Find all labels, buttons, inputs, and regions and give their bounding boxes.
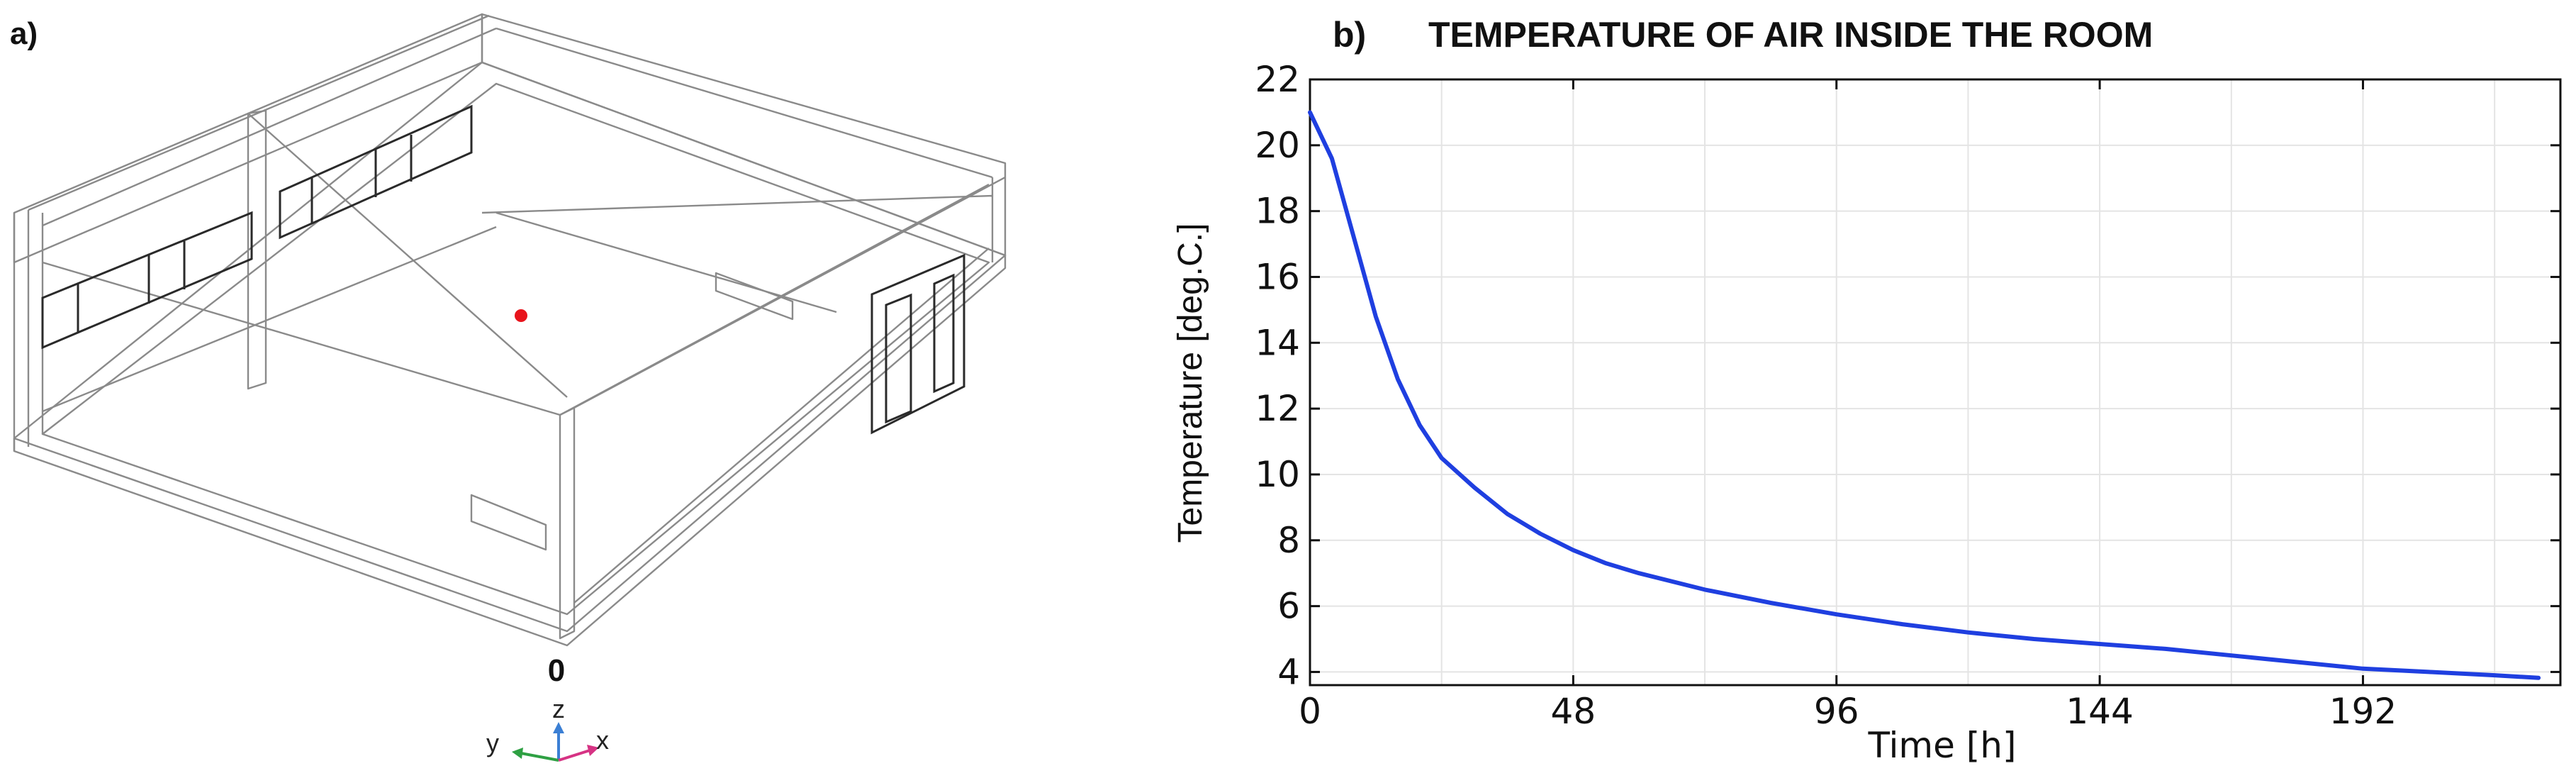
y-tick-label: 16 [1255, 256, 1300, 297]
temperature-chart-panel: b) TEMPERATURE OF AIR INSIDE THE ROOM 4 6… [1172, 15, 2562, 766]
probe-point [515, 309, 527, 322]
door-inner [885, 293, 912, 424]
room-wireframe [13, 13, 1007, 647]
window-strip-left [41, 211, 253, 350]
axis-triad: 0 z y x [486, 653, 609, 762]
left-wall-base [42, 226, 497, 413]
series-group [1308, 110, 2541, 680]
left-wall-top-inner [28, 14, 490, 211]
front-wall-bottom [573, 248, 990, 604]
x-axis-ticks: 0 48 96 144 192 [1299, 79, 2397, 732]
y-tick-label: 18 [1255, 191, 1300, 232]
y-tick-label: 8 [1277, 520, 1300, 561]
front-wall-top2 [573, 176, 1006, 409]
window-left-frame [41, 211, 253, 350]
y-axis-ticks: 4 6 8 10 12 14 16 18 20 22 [1255, 59, 2560, 692]
y-tick-label: 14 [1255, 322, 1300, 363]
x-tick-label: 0 [1299, 691, 1321, 732]
chart-title: TEMPERATURE OF AIR INSIDE THE ROOM [1428, 15, 2153, 55]
plot-frame [1309, 78, 2562, 687]
window-strip-right [279, 104, 473, 240]
vent-box-front [470, 494, 547, 551]
y-axis-label: y [486, 728, 499, 757]
ceiling-diagonal [42, 261, 561, 416]
door-inner-2 [933, 273, 955, 394]
left-wall-top-inner2 [42, 27, 497, 227]
x-tick-label: 144 [2066, 691, 2133, 732]
right-wall-top-inner [495, 27, 993, 179]
x-axis-label: x [596, 726, 609, 755]
y-tick-label: 6 [1277, 586, 1300, 627]
ceiling-diagonal-2 [495, 211, 837, 313]
z-axis-arrowhead [553, 722, 564, 733]
partition-wall [247, 109, 267, 390]
y-tick-label: 10 [1255, 454, 1300, 495]
panel-b-label: b) [1333, 15, 1366, 55]
y-axis-arrow [520, 752, 559, 762]
x-tick-label: 48 [1551, 691, 1596, 732]
window-right-frame [279, 104, 473, 240]
x-tick-label: 96 [1814, 691, 1859, 732]
door-outer [870, 253, 965, 435]
x-axis-title: Time [h] [1868, 725, 2017, 766]
axis-origin-label: 0 [548, 653, 565, 688]
room-geometry-panel: a) [10, 13, 1007, 762]
right-wall-mid [481, 194, 993, 214]
floor-edge-front [13, 255, 1007, 647]
y-tick-label: 22 [1255, 59, 1300, 100]
y-tick-label: 12 [1255, 388, 1300, 429]
front-wall [559, 406, 576, 640]
partition-top [247, 113, 568, 398]
x-axis-arrowhead [587, 745, 599, 756]
panel-a-label: a) [10, 16, 38, 51]
series-line-temperature [1308, 110, 2541, 680]
vent-box-back [715, 272, 794, 321]
chart-grid [1310, 79, 2560, 685]
y-axis-arrowhead [512, 748, 523, 759]
x-tick-label: 192 [2329, 691, 2397, 732]
y-tick-label: 20 [1255, 125, 1300, 166]
right-wall-outer [481, 13, 1007, 257]
door-frame [870, 253, 965, 435]
y-tick-label: 4 [1277, 651, 1300, 692]
z-axis-label: z [552, 694, 565, 723]
x-axis-arrow [558, 749, 590, 762]
y-axis-title: Temperature [deg.C.] [1172, 223, 1209, 543]
